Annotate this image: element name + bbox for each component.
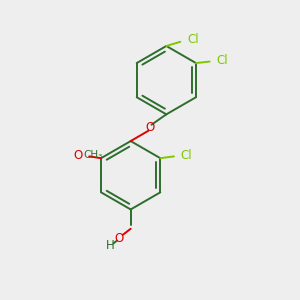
Text: Cl: Cl bbox=[181, 149, 192, 162]
Text: O: O bbox=[146, 121, 154, 134]
Text: Cl: Cl bbox=[216, 54, 228, 67]
Text: O: O bbox=[115, 232, 124, 245]
Text: O: O bbox=[74, 149, 83, 162]
Text: CH₃: CH₃ bbox=[84, 150, 103, 160]
Text: Cl: Cl bbox=[188, 33, 200, 46]
Text: H: H bbox=[106, 239, 115, 252]
